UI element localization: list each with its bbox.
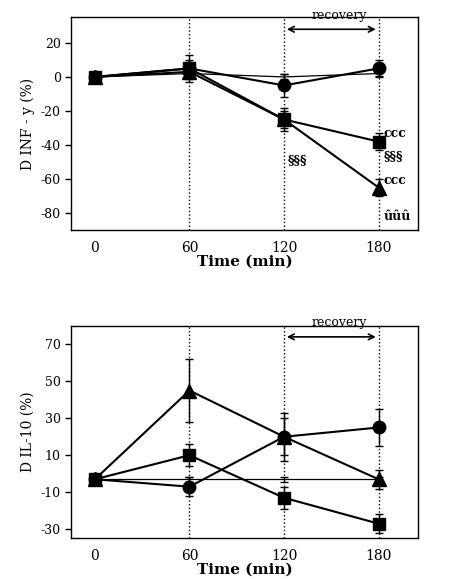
Text: 180: 180 [365,241,392,255]
Text: §§§: §§§ [383,151,403,163]
Text: §§§: §§§ [287,154,307,167]
Text: 60: 60 [180,549,198,563]
Y-axis label: D INF - y (%): D INF - y (%) [21,78,35,170]
X-axis label: Time (min): Time (min) [197,254,293,269]
Y-axis label: D IL-10 (%): D IL-10 (%) [21,392,35,472]
Text: 120: 120 [271,241,297,255]
Text: 60: 60 [180,241,198,255]
Text: recovery: recovery [312,9,367,23]
X-axis label: Time (min): Time (min) [197,563,293,577]
Text: ûûû: ûûû [383,210,411,223]
Text: ccc: ccc [383,174,406,187]
Text: 0: 0 [91,241,99,255]
Text: 0: 0 [91,549,99,563]
Text: 180: 180 [365,549,392,563]
Text: 120: 120 [271,549,297,563]
Text: ccc: ccc [383,127,406,140]
Text: recovery: recovery [312,317,367,329]
